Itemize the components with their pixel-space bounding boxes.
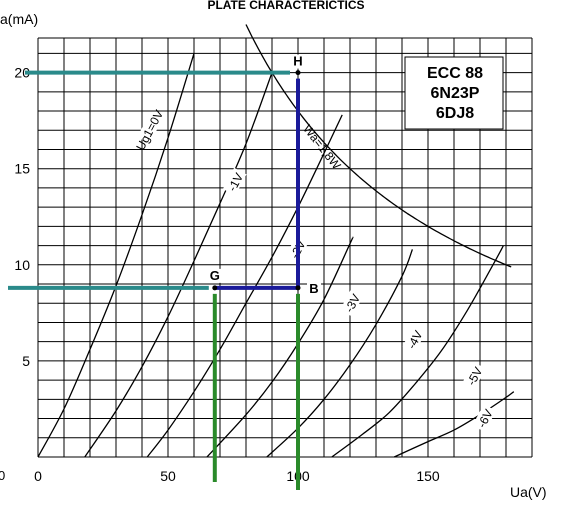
origin-label: 0 <box>0 468 5 483</box>
operating-points: H G B <box>207 54 321 296</box>
point-g-label-bg <box>207 268 222 283</box>
curve-labels: Ug1=0V-1V-2V-3V-4V-5V-6V <box>133 108 497 432</box>
point-b-label-bg <box>307 281 321 296</box>
grid-voltage-curve <box>206 236 354 458</box>
x-tick-label: 0 <box>34 468 42 484</box>
max-dissipation-label: Wa=1,8W <box>300 122 344 173</box>
point-b-label: B <box>309 281 318 296</box>
y-tick-label: 15 <box>14 161 30 177</box>
grid-voltage-curve <box>393 391 515 458</box>
point-g-label: G <box>210 268 220 283</box>
operating-lines <box>8 70 300 490</box>
grid-voltage-curve <box>37 53 195 458</box>
tube-type-2: 6N23P <box>431 85 480 102</box>
y-tick-label: 20 <box>14 65 30 81</box>
y-axis-label: a(mA) <box>0 11 38 27</box>
curve-label-bg <box>402 325 426 354</box>
x-tick-labels: 050100150 <box>34 468 440 484</box>
y-tick-label: 5 <box>22 353 30 369</box>
curve-label-bg <box>137 115 161 144</box>
point-g-marker <box>212 285 218 291</box>
x-tick-label: 50 <box>160 468 176 484</box>
max-dissipation-curve <box>245 24 512 268</box>
point-b-marker <box>295 285 301 291</box>
curve-label-bg <box>472 404 497 432</box>
tube-type-1: ECC 88 <box>427 65 483 82</box>
curve-label-bg <box>462 361 486 390</box>
tube-type-3: 6DJ8 <box>436 105 474 122</box>
chart-title: PLATE CHARACTERICTICS <box>207 0 364 12</box>
curve-label-bg <box>339 288 364 317</box>
x-axis-label: Ua(V) <box>510 484 547 500</box>
y-tick-label: 10 <box>14 257 30 273</box>
y-tick-labels: 5 10 15 20 <box>14 65 30 369</box>
grid-voltage-curve <box>84 72 273 458</box>
point-h-marker <box>295 70 301 76</box>
grid-voltage-curve <box>146 114 343 458</box>
tube-type-box: ECC 88 6N23P 6DJ8 <box>404 56 504 130</box>
point-h-label: H <box>293 54 302 69</box>
curve-label-bg <box>222 167 247 196</box>
point-h-label-bg <box>291 54 305 69</box>
x-tick-label: 150 <box>416 468 440 484</box>
grid-voltage-curve <box>266 249 414 458</box>
grid-voltage-curve <box>331 245 504 458</box>
